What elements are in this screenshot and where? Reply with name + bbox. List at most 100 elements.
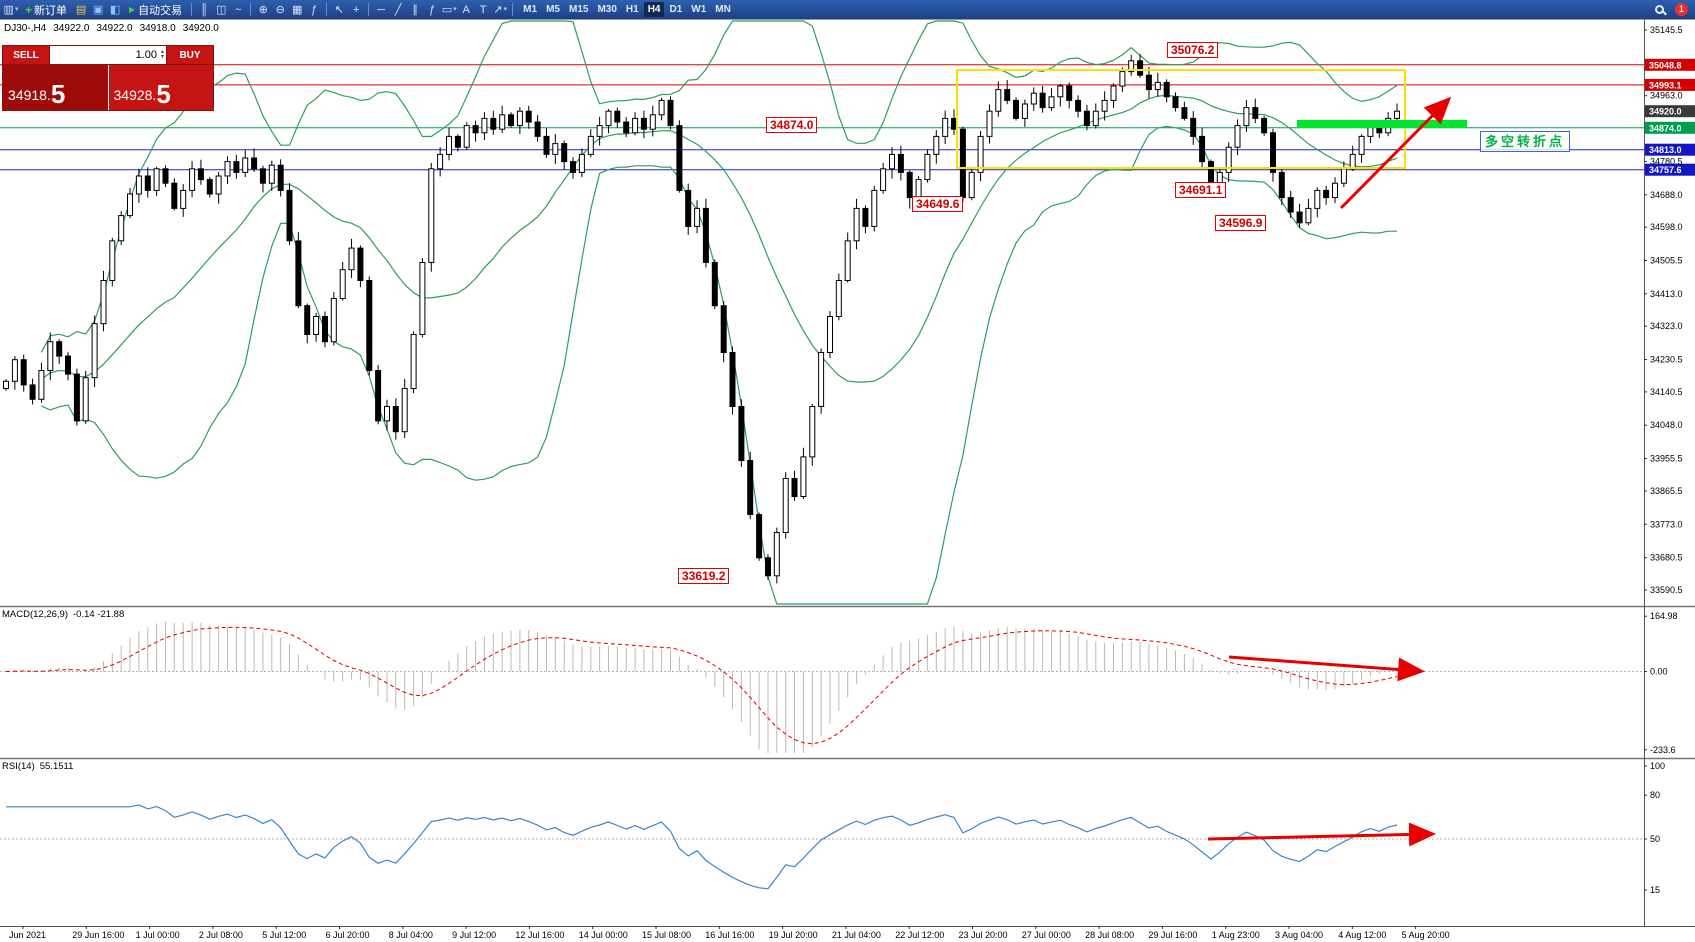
zoom-in-icon[interactable]: ⊕: [258, 3, 268, 16]
arrow-tool-icon[interactable]: ↗ ▾: [493, 3, 508, 16]
time-tick: 28 Jul 08:00: [1085, 930, 1134, 940]
price-tick: 33955.5: [1650, 454, 1683, 464]
price-tick: 34963.0: [1650, 91, 1683, 101]
signal-text[interactable]: 多空转折点: [1480, 131, 1571, 152]
volume-value[interactable]: 1.00: [135, 49, 157, 61]
trend-arrow[interactable]: [1207, 822, 1436, 847]
price-callout[interactable]: 33619.2: [678, 568, 730, 584]
symbol-period: DJ30-,H4: [4, 23, 47, 34]
price-tick: 34505.5: [1650, 255, 1683, 265]
timeframe-button[interactable]: H4: [643, 2, 665, 17]
quote-close: 34920.0: [182, 23, 219, 34]
toolbar-separator: [250, 3, 252, 16]
fibonacci-tool-icon[interactable]: ƒ: [429, 3, 436, 16]
trendline-tool-icon[interactable]: ╱: [394, 3, 402, 16]
time-tick: 5 Aug 20:00: [1402, 930, 1450, 940]
macd-histogram: [14, 621, 1398, 753]
price-tick: 34598.0: [1650, 222, 1683, 232]
timeframe-button[interactable]: W1: [687, 2, 710, 17]
price-tag-value: 34874.0: [1649, 123, 1682, 133]
price-tag-value: 35048.8: [1649, 60, 1682, 70]
shapes-tool-icon[interactable]: ▭ ▾: [441, 3, 457, 16]
quote-open: 34922.0: [53, 23, 90, 34]
timeframe-button[interactable]: M5: [542, 2, 564, 17]
price-tag-value: 34993.1: [1649, 80, 1682, 90]
text-tool-icon[interactable]: A: [462, 3, 470, 16]
time-tick: 21 Jul 04:00: [832, 930, 881, 940]
new-chart-icon[interactable]: ▥ ▾: [3, 3, 19, 16]
timeframe-button[interactable]: M30: [593, 2, 620, 17]
bollinger-band: [40, 20, 1398, 353]
macd-signal-line: [5, 626, 1398, 745]
time-axis[interactable]: [22, 926, 1417, 929]
timeframe-button[interactable]: H1: [622, 2, 643, 17]
search-icon[interactable]: [1655, 5, 1664, 14]
timeframe-button[interactable]: M1: [519, 2, 541, 17]
price-tick: 33680.5: [1650, 553, 1683, 563]
price-tag: [1645, 143, 1695, 156]
candlesticks: [3, 54, 1400, 584]
time-tick: 5 Jul 12:00: [262, 930, 306, 940]
time-tick: 12 Jul 16:00: [515, 930, 564, 940]
price-callout[interactable]: 34649.6: [912, 196, 964, 212]
time-tick: 2 Jul 08:00: [199, 930, 243, 940]
chevron-down-icon: ▾: [14, 5, 19, 13]
notification-badge[interactable]: 1: [1675, 3, 1688, 16]
buy-price-big: 5: [156, 79, 171, 109]
time-tick: 4 Aug 12:00: [1338, 930, 1386, 940]
time-tick: 29 Jun 16:00: [72, 930, 124, 940]
sell-button[interactable]: SELL: [3, 46, 49, 64]
tile-windows-icon[interactable]: ▦: [291, 3, 303, 16]
price-axis[interactable]: [1644, 29, 1695, 591]
navigator-icon[interactable]: ◧: [109, 3, 121, 16]
range-box[interactable]: [956, 69, 1406, 169]
cursor-icon[interactable]: ↖: [334, 3, 344, 16]
timeframe-button[interactable]: M15: [565, 2, 592, 17]
toolbar-separator: [326, 3, 328, 16]
autotrading-button[interactable]: ▶ 自动交易: [124, 2, 187, 18]
timeframe-button[interactable]: MN: [711, 2, 735, 17]
bar-chart-icon[interactable]: ║: [200, 3, 209, 16]
support-bar[interactable]: [1297, 120, 1467, 128]
line-chart-icon[interactable]: ~: [234, 3, 242, 16]
time-tick: 19 Jul 20:00: [769, 930, 818, 940]
crosshair-icon[interactable]: +: [352, 3, 360, 16]
sell-price[interactable]: 34918. 5: [3, 65, 108, 110]
volume-up-icon[interactable]: ▴: [160, 49, 164, 55]
new-order-label: 新订单: [34, 4, 68, 17]
time-tick: 23 Jul 20:00: [959, 930, 1008, 940]
price-callout[interactable]: 34691.1: [1175, 182, 1227, 198]
price-tag: [1645, 121, 1695, 134]
candle-chart-icon[interactable]: ◫: [215, 3, 227, 16]
price-callout[interactable]: 34874.0: [766, 117, 818, 133]
zoom-out-icon[interactable]: ⊖: [275, 3, 285, 16]
trend-arrow[interactable]: [1228, 655, 1425, 682]
label-tool-icon[interactable]: T: [479, 3, 487, 16]
macd-label: MACD(12,26,9) -0.14 -21.88: [2, 609, 125, 620]
hline-tool-icon[interactable]: ─: [377, 3, 386, 16]
buy-button[interactable]: BUY: [167, 46, 213, 64]
indicators-icon[interactable]: ƒ: [311, 3, 318, 16]
rsi-axis-tick: 100: [1650, 761, 1665, 771]
timeframe-button[interactable]: D1: [665, 2, 686, 17]
main-toolbar: ▥ ▾ + 新订单 ▤ ▣ ◧ ▶ 自动交易 ║ ◫ ~ ⊕ ⊖ ▦ ƒ ↖ + ─ …: [0, 0, 1695, 19]
time-tick: 1 Aug 23:00: [1212, 930, 1260, 940]
time-tick: 8 Jul 04:00: [389, 930, 433, 940]
volume-down-icon[interactable]: ▾: [160, 54, 164, 60]
toolbar-separator: [191, 3, 193, 16]
plus-icon: +: [25, 2, 33, 17]
market-watch-icon[interactable]: ▣: [92, 3, 104, 16]
new-order-button[interactable]: + 新订单: [20, 2, 72, 18]
autotrading-label: 自动交易: [138, 4, 183, 17]
buy-price[interactable]: 34928. 5: [107, 65, 213, 110]
price-callout[interactable]: 34596.9: [1215, 215, 1267, 231]
trend-arrow[interactable]: [1339, 96, 1452, 210]
channel-tool-icon[interactable]: ∥: [412, 3, 418, 16]
play-icon: ▶: [129, 5, 136, 14]
volume-field[interactable]: 1.00 ▴ ▾: [49, 46, 167, 64]
history-center-icon[interactable]: ▤: [75, 3, 87, 16]
price-callout[interactable]: 35076.2: [1167, 42, 1219, 58]
time-tick: 15 Jul 08:00: [642, 930, 691, 940]
price-tag: [1645, 163, 1695, 176]
